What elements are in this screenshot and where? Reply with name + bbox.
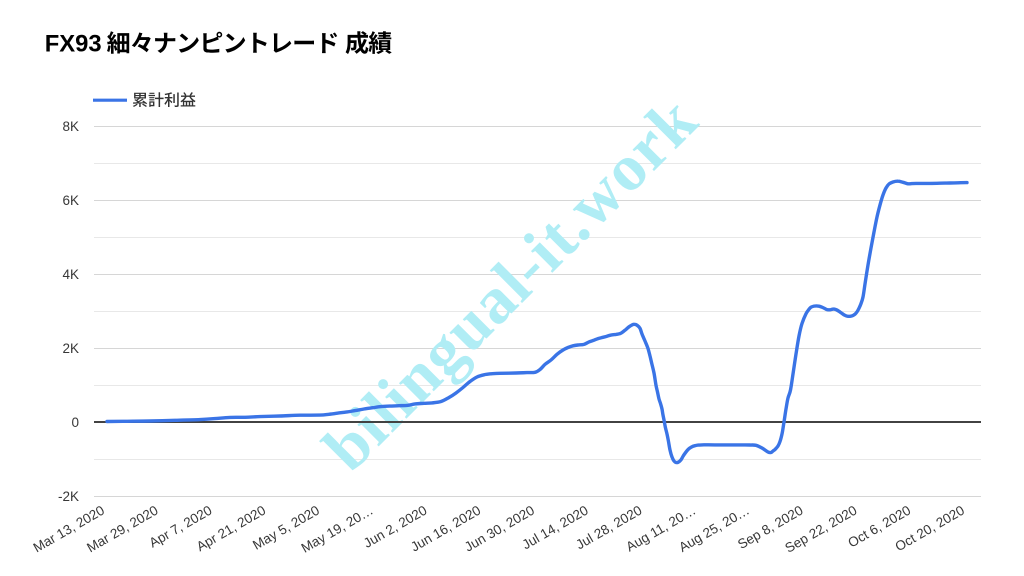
svg-text:4K: 4K	[62, 267, 79, 282]
svg-text:2K: 2K	[62, 341, 79, 356]
svg-text:6K: 6K	[62, 193, 79, 208]
svg-text:FX93: FX93	[45, 31, 102, 58]
svg-text:0: 0	[71, 415, 79, 430]
svg-text:8K: 8K	[62, 119, 79, 134]
svg-text:-2K: -2K	[58, 489, 79, 504]
